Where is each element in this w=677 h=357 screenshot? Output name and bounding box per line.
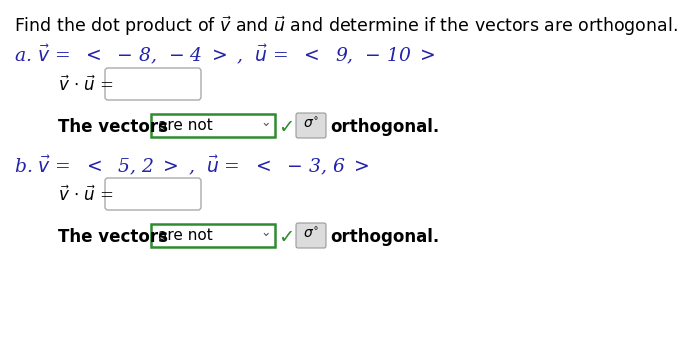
FancyBboxPatch shape [151,114,275,137]
Text: Find the dot product of $\vec{v}$ and $\vec{u}$ and determine if the vectors are: Find the dot product of $\vec{v}$ and $\… [14,14,677,37]
Text: The vectors: The vectors [58,118,168,136]
Text: $\vec{v}$ $\cdot$ $\vec{u}$ =: $\vec{v}$ $\cdot$ $\vec{u}$ = [58,186,114,206]
FancyBboxPatch shape [296,113,326,138]
Text: $\sigma^{\circ}$: $\sigma^{\circ}$ [303,117,319,131]
Text: $\sigma^{\circ}$: $\sigma^{\circ}$ [303,227,319,241]
Text: are not: are not [158,228,213,243]
Text: a. $\vec{v}$ =  $<$  − 8,  − 4 $>$ ,  $\vec{u}$ =  $<$  9,  − 10 $>$: a. $\vec{v}$ = $<$ − 8, − 4 $>$ , $\vec{… [14,43,436,66]
Text: ✓: ✓ [278,228,294,247]
Text: ⌄: ⌄ [260,116,271,129]
Text: ✓: ✓ [278,118,294,137]
FancyBboxPatch shape [105,178,201,210]
Text: The vectors: The vectors [58,228,168,246]
Text: orthogonal.: orthogonal. [330,228,439,246]
FancyBboxPatch shape [296,223,326,248]
Text: b. $\vec{v}$ =  $<$  5, 2 $>$ ,  $\vec{u}$ =  $<$  − 3, 6 $>$: b. $\vec{v}$ = $<$ 5, 2 $>$ , $\vec{u}$ … [14,154,370,177]
FancyBboxPatch shape [151,224,275,247]
FancyBboxPatch shape [105,68,201,100]
Text: $\vec{v}$ $\cdot$ $\vec{u}$ =: $\vec{v}$ $\cdot$ $\vec{u}$ = [58,76,114,95]
Text: are not: are not [158,118,213,133]
Text: ⌄: ⌄ [260,226,271,239]
Text: orthogonal.: orthogonal. [330,118,439,136]
